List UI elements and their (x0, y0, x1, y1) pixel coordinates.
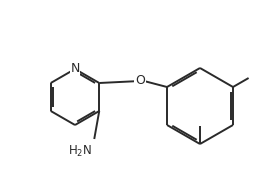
Text: H$_2$N: H$_2$N (68, 143, 92, 158)
Text: N: N (70, 62, 80, 75)
Text: O: O (135, 74, 145, 87)
